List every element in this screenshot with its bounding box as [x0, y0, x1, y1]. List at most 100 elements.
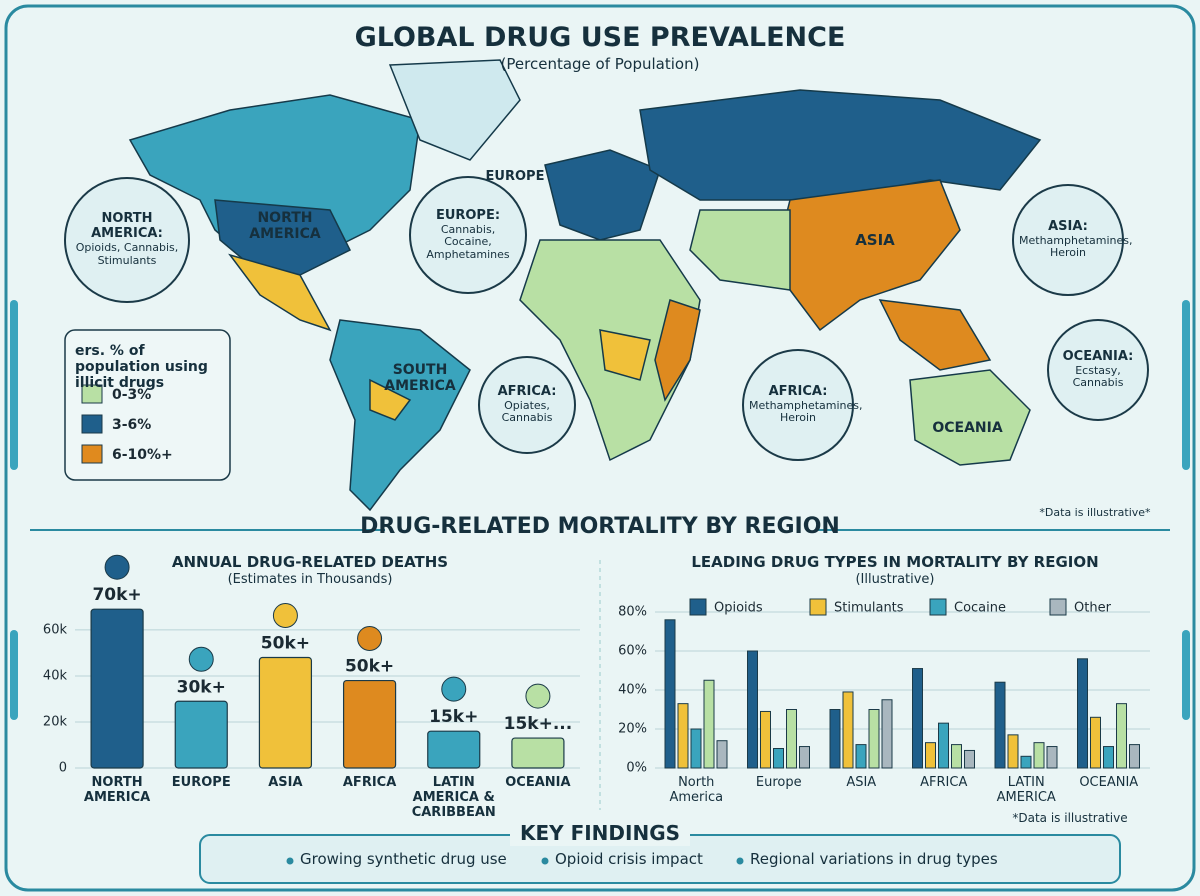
bullet: [736, 857, 744, 865]
legend-label: 3-6%: [112, 417, 151, 433]
callout-title: NORTH AMERICA:: [91, 211, 163, 242]
callout-bubble: [1012, 184, 1124, 296]
callout-bubble: [742, 349, 854, 461]
mexico: [228, 253, 332, 332]
y-tick-label: 80%: [618, 605, 647, 620]
x-tick-label: ASIA: [846, 775, 877, 790]
legend-label: Stimulants: [834, 601, 904, 616]
callout-title: OCEANIA:: [1062, 348, 1134, 364]
bar-icon: [357, 626, 383, 652]
bar: [90, 608, 144, 769]
x-tick-label: ASIA: [268, 775, 303, 790]
x-tick-label: LATIN AMERICA & CARIBBEAN: [411, 775, 496, 820]
chart-subtitle: (Illustrative): [855, 572, 935, 587]
chart-subtitle: (Estimates in Thousands): [227, 572, 393, 587]
region-label: EUROPE: [485, 169, 545, 184]
finding: Growing synthetic drug use: [300, 850, 507, 868]
bar: [912, 668, 923, 769]
map-note: *Data is illustrative*: [1039, 506, 1151, 519]
callout: ASIA: Methamphetamines, Heroin: [1019, 202, 1133, 278]
y-tick-label: 20k: [43, 714, 68, 729]
y-tick-label: 0: [59, 761, 67, 776]
callout-title: AFRICA:: [768, 383, 828, 399]
legend-label: 6-10%+: [112, 447, 173, 463]
bar: [716, 740, 728, 769]
legend-swatch: [81, 444, 103, 464]
bar: [951, 744, 962, 769]
bar-icon: [441, 676, 467, 702]
bar-annotation: 50k+: [345, 657, 394, 677]
x-tick-label: NORTH AMERICA: [83, 775, 151, 805]
callout: AFRICA: Opiates, Cannabis: [485, 367, 569, 443]
y-tick-label: 0%: [626, 761, 647, 776]
legend-swatch: [1049, 598, 1067, 616]
australia: [909, 369, 1031, 466]
y-tick-label: 60k: [43, 622, 68, 637]
callout-text: Opioids, Cannabis, Stimulants: [75, 241, 179, 267]
bar: [342, 679, 397, 769]
bar: [703, 679, 715, 769]
chart-title: ANNUAL DRUG-RELATED DEATHS: [171, 553, 449, 571]
frame-accent: [10, 630, 18, 720]
section-title-bg: [385, 512, 815, 546]
x-tick-label: AFRICA: [342, 775, 397, 790]
callout-text: Cannabis, Cocaine, Amphetamines: [426, 222, 510, 261]
bar: [1020, 755, 1032, 769]
bar: [747, 650, 758, 769]
legend-box: [64, 329, 231, 481]
bar: [994, 681, 1006, 769]
bar: [760, 710, 771, 769]
callout-title: ASIA:: [1048, 218, 1088, 234]
legend-label: Cocaine: [954, 601, 1006, 616]
bar: [1007, 734, 1019, 769]
bar: [786, 709, 797, 769]
callout: EUROPE: Cannabis, Cocaine, Amphetamines: [416, 197, 520, 273]
callout-bubble: [478, 356, 576, 454]
findings-title: KEY FINDINGS: [519, 821, 681, 845]
callout-text: Methamphetamines, Heroin: [1019, 233, 1133, 260]
legend-swatch: [81, 384, 103, 404]
legend-swatch: [809, 598, 827, 616]
y-tick-label: 20%: [618, 722, 647, 737]
europe: [544, 149, 661, 241]
callout-text: Opiates, Cannabis: [501, 398, 553, 425]
east-africa: [654, 299, 701, 402]
greenland: [388, 59, 521, 161]
x-tick-label: OCEANIA: [1079, 775, 1139, 790]
bar-annotation: 15k+: [429, 707, 478, 727]
bar: [511, 737, 565, 769]
bar: [868, 709, 880, 769]
frame-accent: [1182, 300, 1190, 470]
bar: [664, 619, 676, 769]
legend-label: Opioids: [714, 601, 763, 616]
x-tick-label: EUROPE: [171, 775, 231, 790]
y-tick-label: 40%: [618, 683, 647, 698]
bar-annotation: 50k+: [261, 634, 310, 654]
bar: [842, 691, 854, 769]
central-africa: [599, 329, 651, 381]
frame-accent: [1182, 630, 1190, 720]
chart-title: LEADING DRUG TYPES IN MORTALITY BY REGIO…: [691, 553, 1099, 571]
legend-swatch: [689, 598, 707, 616]
frame-accent: [10, 300, 18, 470]
bar: [855, 744, 867, 769]
frame: [4, 4, 1196, 892]
x-tick-label: OCEANIA: [505, 775, 571, 790]
legend-title: ers. % of population using illicit drugs: [75, 343, 208, 392]
callout: AFRICA: Methamphetamines, Heroin: [749, 367, 863, 443]
callout-text: Methamphetamines, Heroin: [749, 398, 863, 425]
callout-bubble: [1047, 319, 1149, 421]
bar-icon: [188, 646, 214, 672]
bar-icon: [104, 554, 130, 580]
region-label: SOUTH AMERICA: [384, 362, 456, 395]
bullet: [541, 857, 549, 865]
bar: [829, 709, 841, 769]
region-label: ASIA: [855, 231, 895, 249]
south-america: [329, 319, 471, 512]
bar: [1090, 716, 1101, 769]
bar-annotation: 15k+...: [504, 714, 573, 734]
bar-annotation: 70k+: [92, 585, 141, 605]
finding: Regional variations in drug types: [750, 850, 998, 868]
world-map: [128, 59, 1042, 512]
